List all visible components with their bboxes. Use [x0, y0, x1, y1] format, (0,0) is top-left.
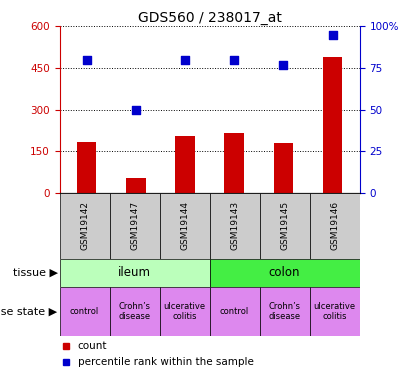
Text: Crohn’s
disease: Crohn’s disease	[118, 302, 151, 321]
Bar	[110, 193, 159, 259]
Text: count: count	[78, 340, 107, 351]
Bar	[309, 287, 360, 336]
Text: GSM19144: GSM19144	[180, 201, 189, 250]
Title: GDS560 / 238017_at: GDS560 / 238017_at	[138, 11, 282, 25]
Bar	[224, 134, 244, 193]
Point	[329, 32, 336, 38]
Bar	[274, 143, 293, 193]
Bar	[126, 178, 145, 193]
Bar	[77, 142, 97, 193]
Point	[132, 106, 139, 112]
Text: colon: colon	[269, 266, 300, 279]
Text: GSM19143: GSM19143	[230, 201, 239, 250]
Bar	[159, 287, 210, 336]
Text: ileum: ileum	[118, 266, 151, 279]
Bar	[210, 193, 260, 259]
Text: percentile rank within the sample: percentile rank within the sample	[78, 357, 254, 368]
Text: control: control	[70, 307, 99, 316]
Text: Crohn’s
disease: Crohn’s disease	[268, 302, 301, 321]
Bar	[260, 287, 309, 336]
Bar	[260, 193, 309, 259]
Text: disease state ▶: disease state ▶	[0, 306, 58, 316]
Text: ulcerative
colitis: ulcerative colitis	[164, 302, 206, 321]
Bar	[175, 136, 195, 193]
Text: control: control	[220, 307, 249, 316]
Point	[182, 57, 188, 63]
Bar	[60, 193, 110, 259]
Point	[280, 62, 287, 68]
Bar	[210, 259, 360, 287]
Bar	[60, 259, 210, 287]
Text: GSM19146: GSM19146	[330, 201, 339, 250]
Point	[231, 57, 238, 63]
Text: GSM19147: GSM19147	[130, 201, 139, 250]
Text: ulcerative
colitis: ulcerative colitis	[314, 302, 356, 321]
Bar	[309, 193, 360, 259]
Point	[83, 57, 90, 63]
Bar	[210, 287, 260, 336]
Text: GSM19142: GSM19142	[80, 201, 89, 250]
Bar	[159, 193, 210, 259]
Bar	[60, 287, 110, 336]
Text: GSM19145: GSM19145	[280, 201, 289, 250]
Bar	[110, 287, 159, 336]
Bar	[323, 57, 342, 193]
Text: tissue ▶: tissue ▶	[13, 268, 58, 278]
